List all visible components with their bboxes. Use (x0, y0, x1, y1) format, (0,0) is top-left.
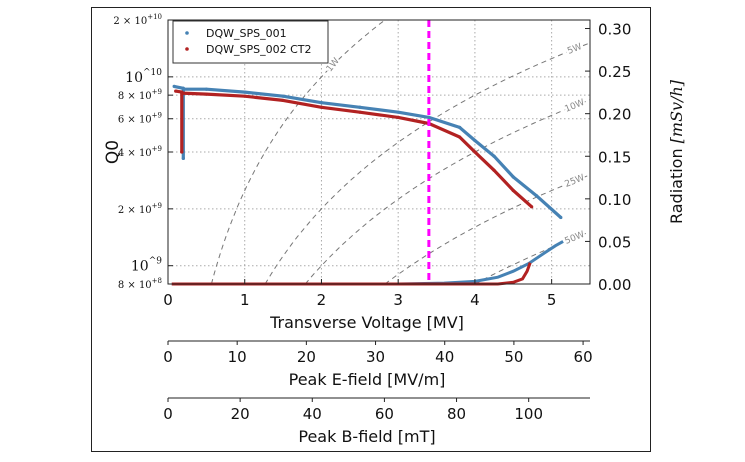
data-point (492, 154, 496, 158)
data-point (427, 115, 431, 119)
data-point (511, 188, 515, 193)
x-axis-tick-label: 0 (163, 405, 173, 423)
x-axis-label-2: Peak E-field [MV/m] (289, 370, 446, 389)
x-axis-tick-label: 40 (435, 348, 454, 366)
y-left-tick-label: 2 × 10+10 (113, 13, 162, 27)
power-line-label: 25W (564, 173, 587, 190)
data-point (172, 84, 176, 89)
x-axis-tick-label: 60 (574, 348, 593, 366)
data-point (281, 94, 285, 98)
x-axis-tick-label: 20 (297, 348, 316, 366)
x-axis-tick-label: 5 (547, 291, 557, 309)
x-axis-tick-label: 80 (447, 405, 466, 423)
data-point (243, 94, 247, 98)
data-point (281, 98, 285, 103)
y-right-tick-label: 0.30 (598, 21, 631, 39)
data-point (457, 125, 462, 129)
y-right-tick-label: 0.10 (598, 191, 631, 209)
data-point (319, 101, 324, 105)
x-axis-tick-label: 30 (366, 348, 385, 366)
y-right-tick-label: 0.15 (598, 148, 631, 166)
legend-box (172, 20, 329, 64)
legend-marker-2 (185, 47, 189, 51)
data-point (473, 150, 477, 154)
power-line-label: 10W (564, 98, 587, 115)
x-axis-tick-label: 40 (303, 405, 322, 423)
y-left-tick-label: 6 × 10+9 (118, 112, 162, 126)
power-line-25W (384, 174, 591, 285)
power-line-label: 5W (566, 42, 583, 57)
y-left-tick-label: 10^9 (131, 257, 162, 275)
legend-marker-1 (185, 31, 189, 35)
y-right-tick-label: 0.00 (598, 276, 631, 294)
x-axis-tick-label: 0 (163, 348, 173, 366)
legend-label-1: DQW_SPS_001 (206, 27, 287, 40)
data-point (180, 150, 184, 154)
power-line-10W (304, 99, 591, 285)
y-left-tick-label: 8 × 10+9 (118, 88, 162, 102)
series-radiation-1 (171, 240, 564, 286)
x-axis-tick-label: 20 (231, 405, 250, 423)
y-right-tick-label: 0.20 (598, 106, 631, 124)
data-point (319, 105, 324, 109)
data-point (396, 110, 400, 114)
x-axis-tick-label: 1 (240, 291, 250, 309)
data-point (511, 175, 515, 179)
series-q0-2 (175, 89, 533, 208)
x-axis-tick-label: 60 (375, 405, 394, 423)
power-line-5W (264, 42, 591, 285)
x-axis-tick-label: 10 (228, 348, 247, 366)
data-point (358, 105, 362, 109)
data-point (181, 87, 185, 91)
data-point (243, 90, 247, 94)
x-axis-tick-label: 3 (393, 291, 403, 309)
y-left-tick-label: 8 × 10+8 (118, 277, 162, 291)
legend-label-2: DQW_SPS_002 CT2 (206, 43, 312, 56)
x-axis-label-3: Peak B-field [mT] (298, 427, 435, 446)
y-right-tick-label: 0.25 (598, 63, 631, 81)
x-axis-tick-label: 100 (514, 405, 543, 423)
y-right-label: Radiation [mSv/h] (667, 79, 686, 224)
power-line-50W (474, 231, 591, 285)
data-point (530, 205, 534, 209)
y-left-label: Q0 (103, 140, 123, 164)
data-point (204, 87, 208, 91)
x-axis-tick-label: 50 (504, 348, 523, 366)
data-point (204, 92, 208, 96)
data-point (534, 194, 538, 198)
data-point (180, 91, 184, 95)
y-left-tick-label: 10^10 (125, 68, 162, 86)
x-axis-label-1: Transverse Voltage [MV] (269, 313, 464, 332)
y-left-tick-label: 4 × 10+9 (118, 145, 162, 159)
figure-frame (91, 7, 651, 452)
y-right-tick-label: 0.05 (598, 233, 631, 251)
power-line-label: 50W (564, 230, 587, 247)
data-point (457, 135, 462, 139)
x-axis-tick-label: 4 (470, 291, 480, 309)
data-point (492, 168, 496, 172)
data-point (181, 156, 185, 160)
data-point (358, 110, 362, 114)
data-point (559, 215, 563, 220)
x-axis-tick-label: 2 (317, 291, 327, 309)
y-left-tick-label: 2 × 10+9 (118, 202, 162, 216)
data-point (174, 89, 178, 93)
x-axis-tick-label: 0 (163, 291, 173, 309)
data-point (396, 115, 400, 119)
data-point (473, 138, 477, 143)
